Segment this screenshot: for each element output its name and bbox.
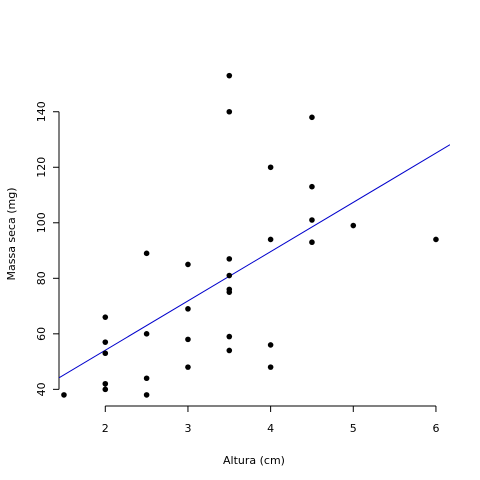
data-point [433, 236, 439, 243]
x-axis-label: Altura (cm) [223, 454, 285, 467]
x-tick-label: 6 [432, 422, 439, 435]
x-tick-label: 4 [267, 422, 274, 435]
data-point [267, 164, 274, 171]
data-point [185, 261, 191, 268]
data-point [226, 108, 233, 115]
data-point [102, 380, 109, 387]
y-tick-label: 100 [35, 212, 48, 233]
data-point [350, 222, 357, 229]
data-point [143, 375, 150, 382]
y-tick-label: 120 [35, 157, 48, 178]
data-point [309, 239, 315, 246]
data-point [143, 331, 150, 337]
data-point [102, 386, 109, 393]
x-tick-label: 2 [102, 422, 109, 435]
data-point [309, 183, 315, 190]
data-point [267, 342, 274, 348]
data-point [226, 333, 233, 340]
axes: 2 3 4 5 6 40 60 80 100 120 140 [35, 101, 439, 435]
data-point [226, 256, 233, 262]
x-tick-label: 3 [184, 422, 191, 435]
data-point [61, 392, 67, 398]
data-point [309, 114, 315, 121]
data-point [143, 392, 150, 398]
data-points [61, 72, 439, 398]
data-point [102, 339, 109, 345]
y-tick-label: 140 [35, 101, 48, 122]
data-point [226, 347, 233, 354]
data-point [267, 236, 274, 243]
y-tick-label: 60 [35, 327, 48, 341]
y-tick-label: 80 [35, 271, 48, 285]
data-point [185, 364, 191, 370]
data-point [226, 286, 233, 293]
x-tick-label: 5 [350, 422, 357, 435]
regression-line-group [59, 144, 450, 379]
data-point [185, 336, 191, 343]
data-point [102, 350, 109, 357]
y-tick-label: 40 [35, 382, 48, 396]
data-point [102, 314, 109, 320]
data-point [143, 250, 150, 257]
y-axis-label: Massa seca (mg) [5, 188, 18, 281]
data-point [226, 272, 233, 279]
data-point [309, 217, 315, 223]
data-point [267, 364, 274, 370]
data-point [226, 72, 233, 79]
data-point [185, 306, 191, 312]
regression-line [59, 144, 450, 379]
